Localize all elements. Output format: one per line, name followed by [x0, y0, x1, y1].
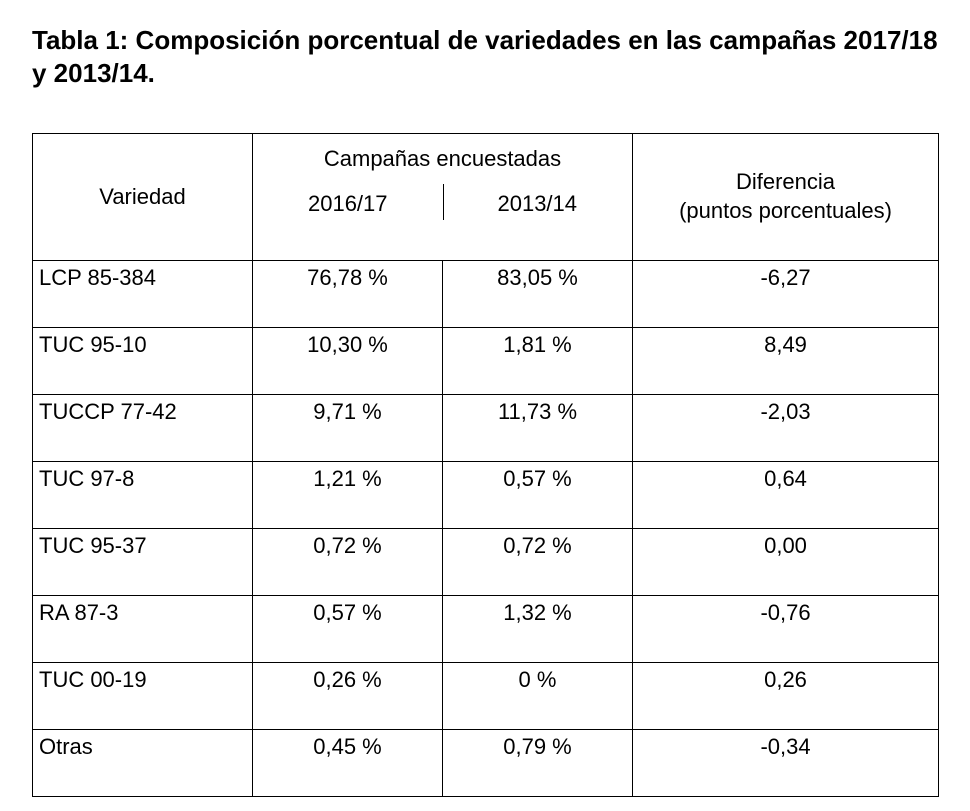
cell-diff: 0,00: [633, 529, 939, 596]
cell-year2: 0,57 %: [443, 462, 633, 529]
cell-year1: 0,45 %: [253, 730, 443, 797]
cell-diff: 8,49: [633, 328, 939, 395]
cell-variety: TUC 97-8: [33, 462, 253, 529]
table-row: RA 87-30,57 %1,32 %-0,76: [33, 596, 939, 663]
cell-variety: TUC 00-19: [33, 663, 253, 730]
col-header-diff: Diferencia (puntos porcentuales): [633, 134, 939, 261]
col-header-year2: 2013/14: [443, 184, 633, 261]
cell-variety: Otras: [33, 730, 253, 797]
cell-variety: TUC 95-37: [33, 529, 253, 596]
cell-year1: 0,57 %: [253, 596, 443, 663]
cell-year1: 1,21 %: [253, 462, 443, 529]
cell-year1: 0,26 %: [253, 663, 443, 730]
cell-year2: 0,72 %: [443, 529, 633, 596]
cell-year2: 1,81 %: [443, 328, 633, 395]
varieties-table: Variedad Campañas encuestadas Diferencia…: [32, 133, 939, 797]
cell-diff: -6,27: [633, 261, 939, 328]
col-header-campaigns: Campañas encuestadas: [253, 134, 633, 185]
cell-year1: 76,78 %: [253, 261, 443, 328]
table-title: Tabla 1: Composición porcentual de varie…: [32, 24, 938, 89]
col-header-variety: Variedad: [33, 134, 253, 261]
col-header-diff-line2: (puntos porcentuales): [679, 198, 892, 223]
col-header-year1: 2016/17: [253, 184, 443, 261]
table-row: TUC 97-81,21 %0,57 %0,64: [33, 462, 939, 529]
cell-diff: -0,76: [633, 596, 939, 663]
table-row: TUC 95-1010,30 %1,81 %8,49: [33, 328, 939, 395]
cell-year1: 0,72 %: [253, 529, 443, 596]
cell-year2: 0,79 %: [443, 730, 633, 797]
cell-variety: RA 87-3: [33, 596, 253, 663]
table-row: TUC 00-190,26 %0 %0,26: [33, 663, 939, 730]
cell-diff: -0,34: [633, 730, 939, 797]
table-row: TUC 95-370,72 %0,72 %0,00: [33, 529, 939, 596]
cell-variety: LCP 85-384: [33, 261, 253, 328]
cell-year1: 10,30 %: [253, 328, 443, 395]
table-row: TUCCP 77-429,71 %11,73 %-2,03: [33, 395, 939, 462]
table-row: LCP 85-38476,78 %83,05 %-6,27: [33, 261, 939, 328]
cell-year2: 0 %: [443, 663, 633, 730]
cell-year1: 9,71 %: [253, 395, 443, 462]
cell-diff: 0,64: [633, 462, 939, 529]
cell-diff: 0,26: [633, 663, 939, 730]
cell-year2: 83,05 %: [443, 261, 633, 328]
cell-year2: 1,32 %: [443, 596, 633, 663]
cell-diff: -2,03: [633, 395, 939, 462]
cell-variety: TUC 95-10: [33, 328, 253, 395]
table-row: Otras0,45 %0,79 %-0,34: [33, 730, 939, 797]
cell-variety: TUCCP 77-42: [33, 395, 253, 462]
cell-year2: 11,73 %: [443, 395, 633, 462]
col-header-diff-line1: Diferencia: [736, 169, 835, 194]
